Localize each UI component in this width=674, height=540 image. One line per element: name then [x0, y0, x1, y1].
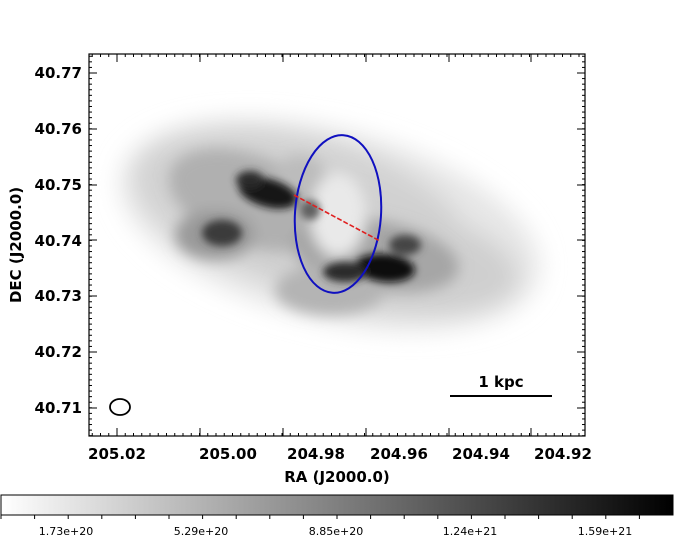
- galaxy-image: [120, 119, 540, 331]
- colorbar-tick-label: 1.24e+21: [443, 525, 497, 538]
- colorbar-gradient: [0, 494, 674, 516]
- y-tick-label: 40.74: [35, 232, 82, 250]
- x-tick-label: 204.98: [287, 445, 345, 463]
- colorbar-tick-label: 1.59e+21: [578, 525, 632, 538]
- x-tick-label: 204.94: [452, 445, 510, 463]
- y-tick-label: 40.77: [35, 64, 82, 82]
- y-axis-title: DEC (J2000.0): [7, 187, 25, 303]
- colorbar-tick-label: 5.29e+20: [174, 525, 228, 538]
- y-tick-label: 40.76: [35, 120, 82, 138]
- x-tick-label: 205.02: [88, 445, 146, 463]
- y-tick-label: 40.71: [35, 399, 82, 417]
- y-tick-label: 40.73: [35, 287, 82, 305]
- x-tick-labels: 205.02 205.00 204.98 204.96 204.94 204.9…: [88, 445, 592, 463]
- y-tick-label: 40.72: [35, 343, 82, 361]
- x-axis-title: RA (J2000.0): [284, 468, 390, 486]
- x-tick-label: 204.92: [534, 445, 592, 463]
- x-tick-label: 204.96: [370, 445, 428, 463]
- plot-frame: [88, 53, 586, 437]
- beam-ellipse: [109, 398, 131, 416]
- major-axis-line: [293, 194, 381, 242]
- y-tick-label: 40.75: [35, 176, 82, 194]
- y-tick-labels: 40.77 40.76 40.75 40.74 40.73 40.72 40.7…: [35, 64, 82, 417]
- overlays: [109, 134, 552, 416]
- fitted-ellipse: [293, 134, 383, 294]
- colorbar-tick-label: 8.85e+20: [309, 525, 363, 538]
- x-tick-label: 205.00: [199, 445, 257, 463]
- scale-bar-label: 1 kpc: [478, 373, 523, 391]
- colorbar-tick-label: 1.73e+20: [39, 525, 93, 538]
- tick-marks: [89, 54, 585, 437]
- colorbar: 1.73e+20 5.29e+20 8.85e+20 1.24e+21 1.59…: [0, 494, 674, 538]
